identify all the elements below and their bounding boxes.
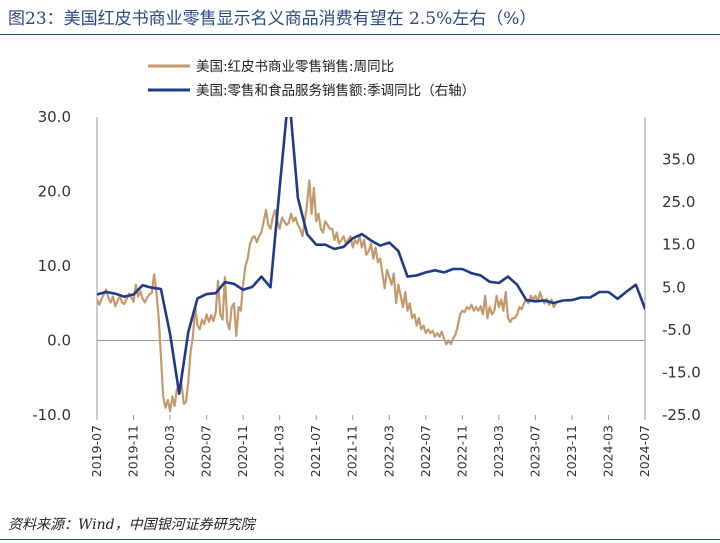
x-tick-label: 2022-07 xyxy=(418,425,433,477)
left-tick-label: 20.0 xyxy=(38,183,71,201)
x-axis-ticks: 2019-07 2019-11 2020-03 2020-07 2020-11 2021-… xyxy=(89,415,652,477)
legend-label-redbook: 美国:红皮书商业零售销售:周同比 xyxy=(196,59,394,75)
x-tick-label: 2023-11 xyxy=(564,425,579,477)
x-tick-label: 2023-07 xyxy=(527,425,542,477)
chart: 美国:红皮书商业零售销售:周同比 美国:零售和食品服务销售额:季调同比（右轴） … xyxy=(32,59,701,477)
chart-title: 图23：美国红皮书商业零售显示名义商品消费有望在 2.5%左右（%） xyxy=(8,9,537,29)
series-line-redbook-weekly-yoy xyxy=(97,179,557,413)
x-tick-label: 2019-07 xyxy=(89,425,104,477)
x-tick-label: 2021-03 xyxy=(272,425,287,477)
right-tick-label: -25.0 xyxy=(662,406,701,424)
title-divider xyxy=(0,34,720,35)
x-tick-label: 2019-11 xyxy=(126,425,141,477)
x-tick-label: 2020-03 xyxy=(162,425,177,477)
legend-label-retail: 美国:零售和食品服务销售额:季调同比（右轴） xyxy=(196,82,475,99)
legend: 美国:红皮书商业零售销售:周同比 美国:零售和食品服务销售额:季调同比（右轴） xyxy=(148,59,475,99)
right-tick-label: 25.0 xyxy=(662,193,695,211)
x-tick-label: 2021-07 xyxy=(308,425,323,477)
x-tick-label: 2023-03 xyxy=(491,425,506,477)
right-tick-label: 35.0 xyxy=(662,151,695,169)
right-tick-label: 15.0 xyxy=(662,236,695,254)
x-tick-label: 2022-11 xyxy=(454,425,469,477)
x-tick-label: 2020-07 xyxy=(199,425,214,477)
x-tick-label: 2021-11 xyxy=(345,425,360,477)
series-line-retail-sales-yoy xyxy=(97,117,645,395)
x-tick-label: 2020-11 xyxy=(235,425,250,477)
x-tick-label: 2024-07 xyxy=(637,425,652,477)
x-tick-label: 2022-03 xyxy=(381,425,396,477)
right-tick-label: 5.0 xyxy=(662,278,686,296)
x-tick-label: 2024-03 xyxy=(600,425,615,477)
source-note: 资料来源：Wind，中国银河证券研究院 xyxy=(8,517,255,533)
footer-divider xyxy=(0,539,720,540)
left-tick-label: 0.0 xyxy=(47,332,71,350)
right-axis-ticks: 35.0 25.0 15.0 5.0 -5.0 -15.0 -25.0 xyxy=(662,151,701,424)
right-tick-label: -15.0 xyxy=(662,363,701,381)
left-tick-label: 30.0 xyxy=(38,108,71,126)
left-tick-label: -10.0 xyxy=(32,406,71,424)
left-tick-label: 10.0 xyxy=(38,257,71,275)
left-axis-ticks: 30.0 20.0 10.0 0.0 -10.0 xyxy=(32,108,71,424)
plot-area xyxy=(97,117,645,413)
right-tick-label: -5.0 xyxy=(662,321,691,339)
axes xyxy=(96,117,646,415)
